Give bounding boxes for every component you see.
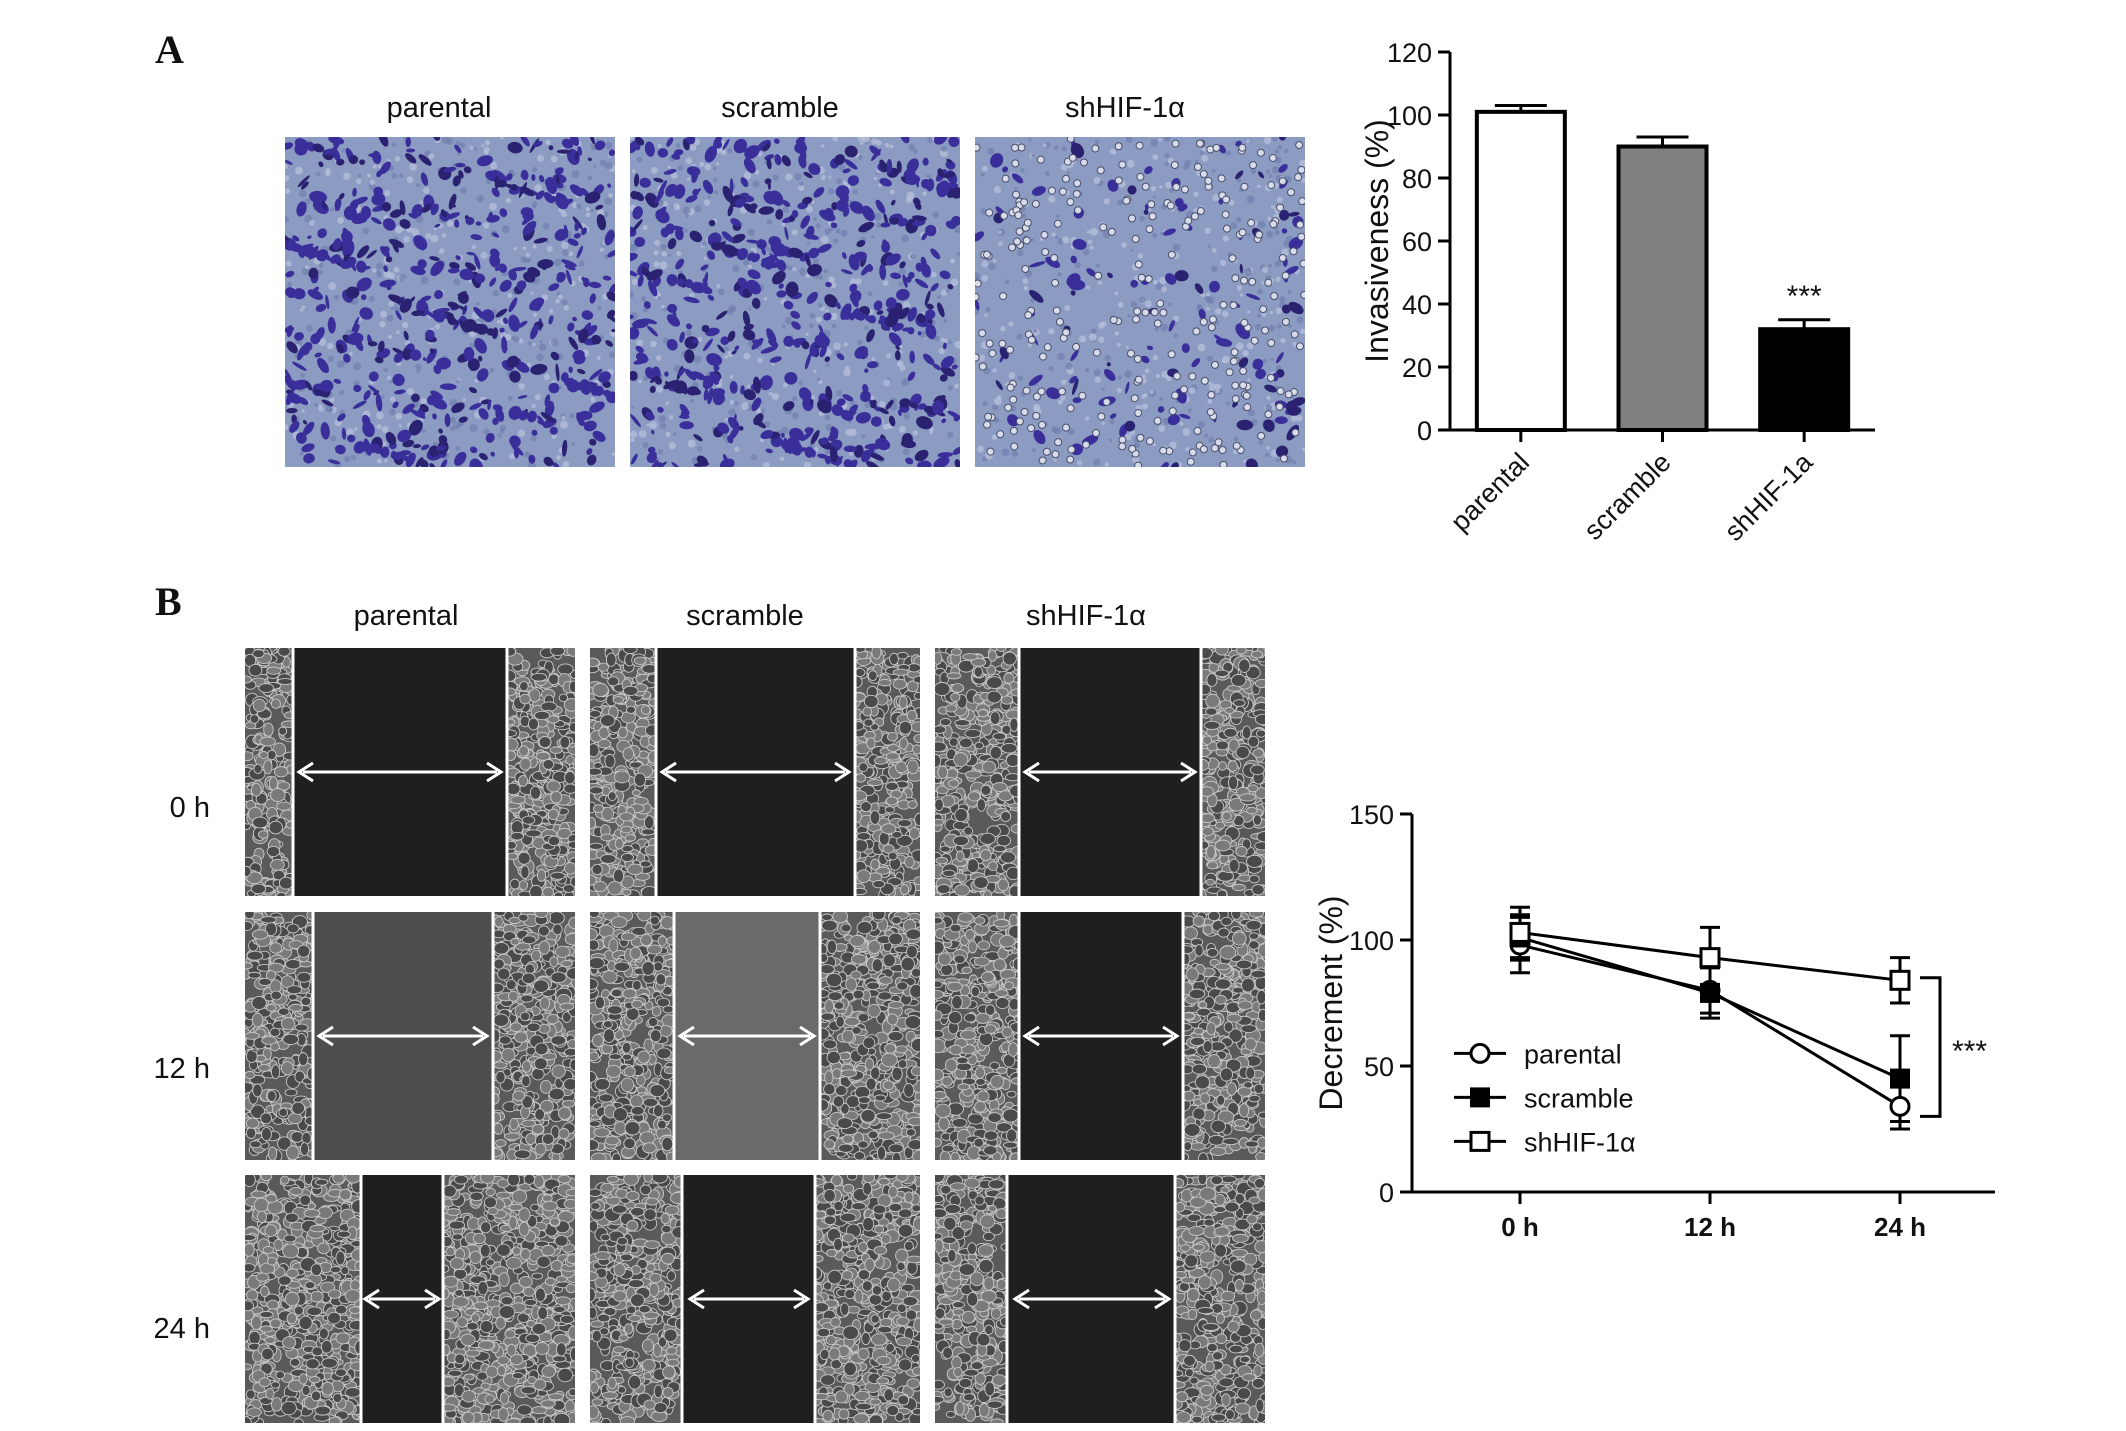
panel-a-label-scramble: scramble: [721, 92, 839, 124]
invasiveness-bar-chart: 0 20 40 60 80 100 120 Invasiveness (%) parental s…: [1359, 38, 1875, 547]
bar-significance-annotation: ***: [1787, 280, 1822, 313]
row-label-12h: 12 h: [153, 1053, 210, 1085]
legend-label-0: parental: [1524, 1039, 1622, 1069]
bar-2: [1758, 327, 1851, 433]
wound-image-row0-col2: [935, 648, 1265, 896]
wound-image-row2-col0: [245, 1175, 575, 1423]
wound-image-row1-col1-svg: [590, 912, 920, 1160]
wound-image-row2-col1: [590, 1175, 920, 1423]
bar-x-tick-label-0: parental: [1445, 447, 1535, 537]
legend-label-2: shHIF-1α: [1524, 1127, 1636, 1157]
line-y-tick-label: 0: [1379, 1178, 1394, 1208]
row-label-24h: 24 h: [153, 1313, 210, 1345]
wound-image-row0-col1-svg: [590, 648, 920, 896]
bar-y-tick-label: 60: [1402, 227, 1432, 257]
line-x-tick-label-0: 0 h: [1501, 1212, 1539, 1242]
invasion-image-scramble-svg: [630, 137, 960, 467]
line-significance-annotation: ***: [1952, 1035, 1987, 1068]
bar-1: [1616, 144, 1709, 432]
bar-y-tick-label: 20: [1402, 353, 1432, 383]
line-y-tick-label: 50: [1364, 1052, 1394, 1082]
bar-y-tick-label: 40: [1402, 290, 1432, 320]
wound-image-row1-col0-svg: [245, 912, 575, 1160]
bar-x-tick-label-2: shHIF-1a: [1719, 446, 1819, 546]
line-series-1-point-2: [1890, 1068, 1910, 1089]
line-y-axis-label: Decrement (%): [1313, 895, 1349, 1110]
wound-image-row0-col0-svg: [245, 648, 575, 896]
legend-marker-1: [1470, 1087, 1490, 1108]
legend-marker-0: [1469, 1042, 1491, 1064]
invasion-image-scramble: [630, 137, 960, 467]
invasion-image-parental-svg: [285, 137, 615, 467]
wound-image-row1-col2: [935, 912, 1265, 1160]
invasion-image-parental: [285, 137, 615, 467]
line-y-tick-label: 100: [1349, 926, 1394, 956]
invasion-image-shhif: [975, 137, 1305, 467]
wound-image-row2-col1-svg: [590, 1175, 920, 1423]
panel-a-label-parental: parental: [386, 92, 492, 124]
panel-b-label-scramble: scramble: [686, 600, 804, 632]
panel-b-label-parental: parental: [353, 600, 459, 632]
wound-image-row2-col0-svg: [245, 1175, 575, 1423]
bar-x-tick-label-1: scramble: [1578, 447, 1677, 546]
wound-image-row1-col2-svg: [935, 912, 1265, 1160]
bar-y-tick-label: 100: [1387, 101, 1432, 131]
line-series-1-point-1: [1700, 982, 1720, 1003]
panel-b-letter: B: [155, 579, 182, 624]
panel-b-label-shhif: shHIF-1α: [1026, 600, 1146, 632]
bar-y-tick-label: 80: [1402, 164, 1432, 194]
line-series-2-point-2: [1889, 969, 1911, 991]
wound-image-row1-col1: [590, 912, 920, 1160]
wound-image-row0-col2-svg: [935, 648, 1265, 896]
legend-marker-2: [1469, 1130, 1491, 1152]
line-series-2-point-0: [1509, 921, 1531, 943]
panel-a-letter: A: [155, 27, 184, 72]
wound-image-row0-col0: [245, 648, 575, 896]
line-x-tick-label-2: 24 h: [1874, 1212, 1926, 1242]
line-x-tick-label-1: 12 h: [1684, 1212, 1736, 1242]
bar-y-tick-label: 120: [1387, 38, 1432, 68]
invasion-image-shhif-svg: [975, 137, 1305, 467]
line-series-2-point-1: [1699, 947, 1721, 969]
legend-label-1: scramble: [1524, 1083, 1634, 1113]
wound-image-row2-col2-svg: [935, 1175, 1265, 1423]
bar-0: [1474, 109, 1567, 432]
wound-image-row2-col2: [935, 1175, 1265, 1423]
row-label-0h: 0 h: [169, 792, 210, 824]
line-significance-bracket: [1920, 976, 1942, 1118]
panel-a-label-shhif: shHIF-1α: [1065, 92, 1185, 124]
decrement-line-chart: 0 50 100 150 Decrement (%) 0 h 12 h 24 h *** pare…: [1313, 800, 1995, 1242]
bar-y-axis-label: Invasiveness (%): [1359, 119, 1395, 363]
wound-image-row0-col1: [590, 648, 920, 896]
bar-y-tick-label: 0: [1417, 416, 1432, 446]
wound-image-row1-col0: [245, 912, 575, 1160]
line-y-tick-label: 150: [1349, 800, 1394, 830]
line-series-0-point-2: [1889, 1095, 1911, 1117]
